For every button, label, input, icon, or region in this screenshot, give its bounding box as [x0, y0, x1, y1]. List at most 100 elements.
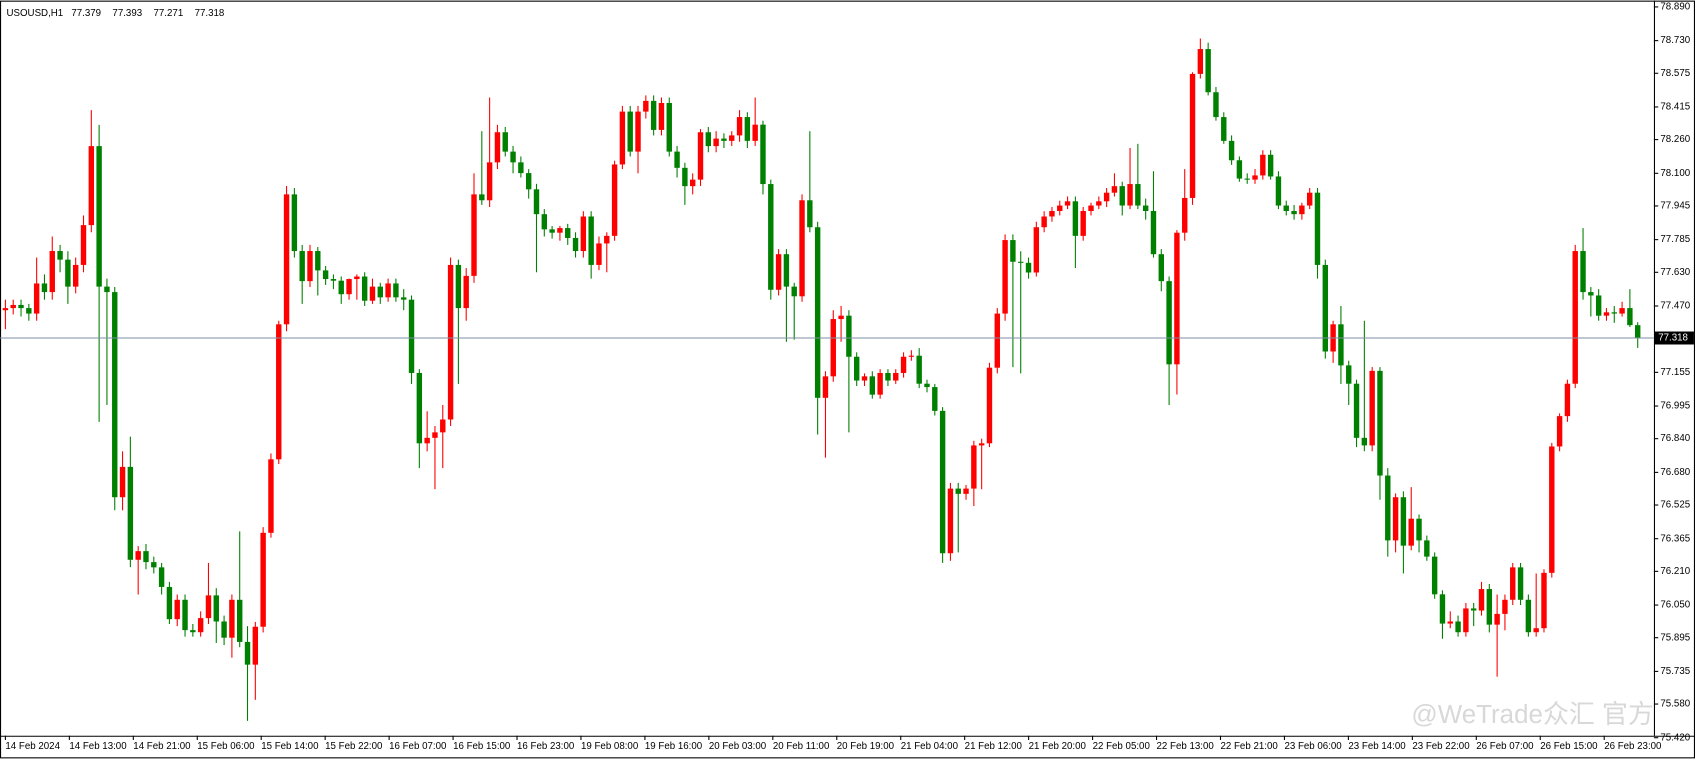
y-tick-label: 76.210 [1660, 566, 1690, 577]
candle-body [229, 599, 235, 638]
candle-body [619, 111, 626, 165]
candle-body [807, 200, 813, 228]
candle-body [260, 532, 266, 627]
x-tick-label: 20 Feb 11:00 [773, 741, 830, 752]
candle-body [252, 626, 259, 665]
candle-body [1533, 628, 1539, 633]
candle-body [315, 251, 321, 271]
x-tick-label: 21 Feb 12:00 [965, 741, 1023, 752]
candle-body [401, 297, 407, 300]
y-tick-label: 76.995 [1660, 401, 1690, 412]
candle-body [908, 355, 915, 357]
y-tick-label: 77.630 [1660, 267, 1690, 278]
candle-body [1142, 205, 1149, 212]
candle-body [1291, 211, 1297, 215]
candle-body [1619, 308, 1625, 314]
y-tick-label: 78.890 [1660, 1, 1690, 12]
x-tick-label: 14 Feb 13:00 [69, 741, 127, 752]
candle-body [1455, 621, 1461, 633]
x-tick-label: 23 Feb 22:00 [1412, 741, 1470, 752]
price-tag [1655, 331, 1694, 345]
candle-body [158, 567, 165, 587]
candle-body [1424, 540, 1430, 557]
candle-body [658, 102, 665, 130]
candle-body [1338, 324, 1344, 366]
y-tick-label: 78.575 [1660, 68, 1690, 79]
candle-body [1150, 211, 1157, 255]
candle-body [736, 117, 743, 136]
candle-body [1096, 201, 1102, 206]
candle-body [1322, 264, 1329, 352]
candle-body [924, 383, 930, 388]
candle-body [1088, 205, 1094, 212]
candle-body [1346, 365, 1352, 384]
symbol: USOUSD,H1 [6, 8, 63, 19]
candle-body [377, 286, 383, 298]
candle-body [1103, 192, 1110, 202]
candle-body [1064, 201, 1071, 206]
candle-body [237, 599, 243, 642]
candle-body [393, 283, 399, 298]
candle-body [1057, 205, 1063, 212]
candle-body [1416, 518, 1422, 541]
y-tick-label: 76.680 [1660, 467, 1690, 478]
candle-body [1580, 251, 1586, 293]
candle-body [1510, 567, 1516, 600]
candle-body [143, 551, 149, 563]
candle-body [1635, 325, 1641, 339]
candle-body [49, 251, 55, 293]
candle-body [1549, 446, 1555, 573]
candle-body [268, 459, 274, 533]
candle-body [447, 264, 454, 420]
y-tick-label: 77.785 [1660, 234, 1690, 245]
candle-body [463, 275, 469, 309]
candle-body [96, 146, 102, 287]
candle-body [1080, 211, 1086, 236]
x-tick-label: 20 Feb 19:00 [837, 741, 895, 752]
candle-body [1010, 240, 1016, 262]
watermark: @WeTrade众汇 官方 [1411, 700, 1654, 729]
candle-body [283, 194, 290, 325]
candle-body [112, 292, 118, 498]
x-tick-label: 15 Feb 06:00 [197, 741, 255, 752]
candle-body [1502, 599, 1508, 614]
candle-body [1564, 383, 1571, 417]
y-tick-label: 77.945 [1660, 201, 1690, 212]
candle-body [486, 162, 493, 201]
candle-body [557, 228, 563, 233]
candle-body [541, 214, 548, 230]
y-tick-label: 77.470 [1660, 301, 1690, 312]
candle-body [330, 279, 337, 281]
candle-body [276, 324, 282, 460]
candle-body [697, 132, 704, 180]
candle-body [1182, 197, 1188, 233]
candle-body [768, 184, 774, 290]
x-tick-label: 16 Feb 07:00 [389, 741, 447, 752]
candle-body [88, 146, 95, 226]
candle-body [1353, 383, 1360, 438]
candle-body [18, 304, 24, 309]
x-tick-label: 14 Feb 2024 [5, 741, 60, 752]
candle-body [1431, 556, 1438, 595]
y-tick-label: 76.050 [1660, 600, 1690, 611]
candle-body [127, 466, 134, 560]
x-tick-label: 15 Feb 22:00 [325, 741, 383, 752]
candle-body [1400, 497, 1407, 546]
candle-body [205, 595, 212, 619]
candle-body [1252, 175, 1258, 180]
y-tick-label: 78.260 [1660, 134, 1690, 145]
y-tick-label: 76.365 [1660, 533, 1690, 544]
candle-body [1541, 572, 1547, 629]
candle-body [549, 229, 555, 233]
candle-body [104, 286, 110, 293]
candle-body [666, 102, 672, 152]
candle-body [869, 376, 876, 395]
x-tick-label: 26 Feb 07:00 [1476, 741, 1534, 752]
x-tick-label: 15 Feb 14:00 [261, 741, 319, 752]
y-tick-label: 76.525 [1660, 500, 1690, 511]
candle-body [1033, 227, 1040, 273]
candle-body [1517, 567, 1524, 600]
candle-body [814, 227, 821, 398]
candle-body [799, 200, 805, 297]
